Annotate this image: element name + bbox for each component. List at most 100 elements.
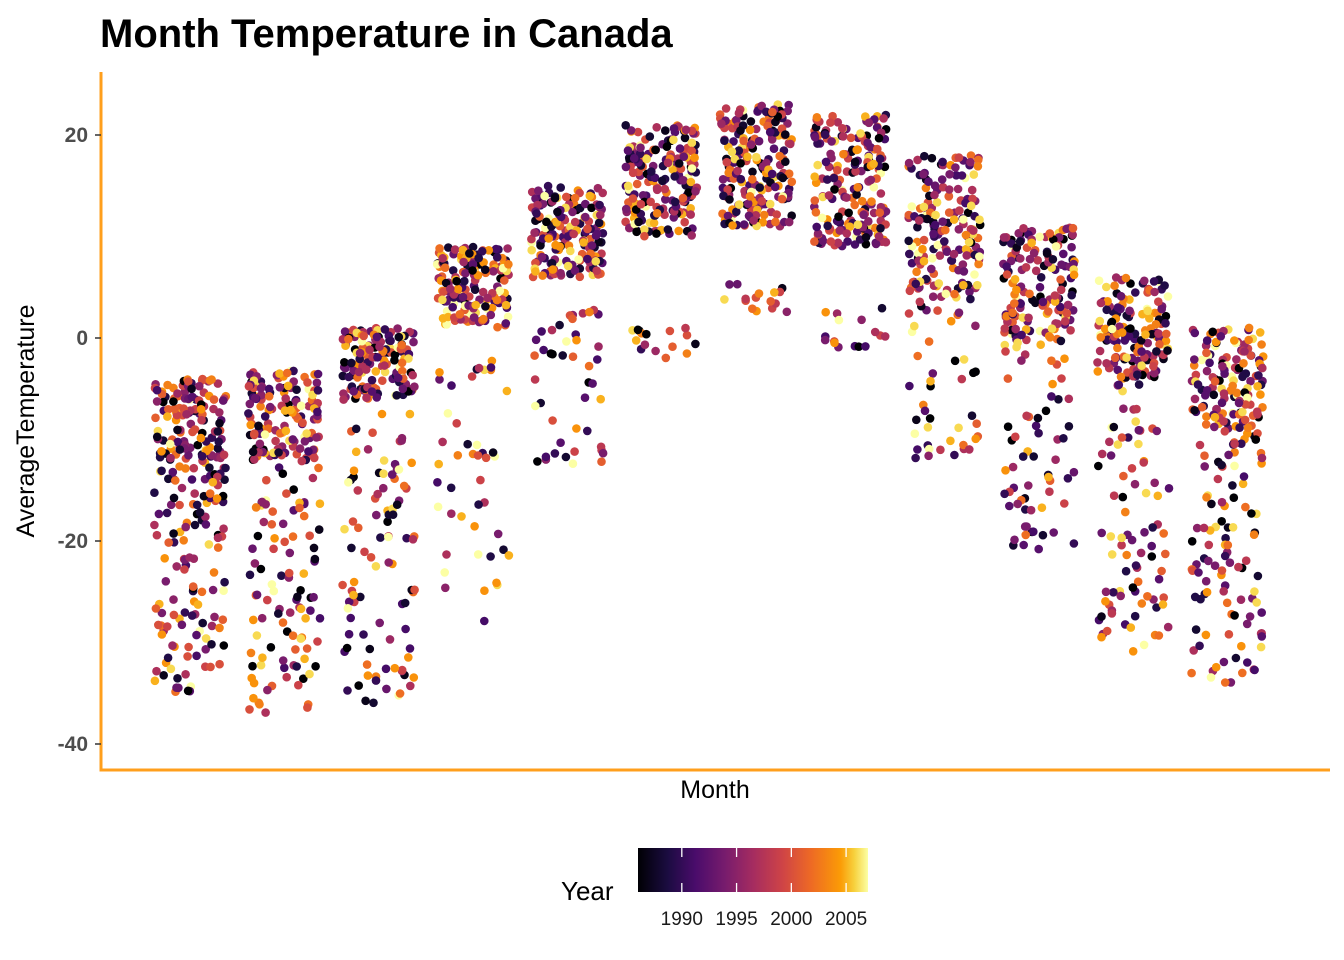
data-point xyxy=(168,467,178,477)
data-point xyxy=(218,615,228,624)
data-point xyxy=(213,427,223,436)
data-point xyxy=(1000,340,1010,350)
data-point xyxy=(537,327,546,336)
data-point xyxy=(261,708,270,717)
data-point xyxy=(1202,366,1212,376)
data-point xyxy=(1102,359,1111,368)
data-point xyxy=(542,217,551,227)
data-point xyxy=(1012,285,1021,295)
data-point xyxy=(338,580,347,590)
data-point xyxy=(1000,489,1009,499)
data-point xyxy=(201,645,210,654)
data-point xyxy=(543,181,553,191)
data-point xyxy=(628,194,638,203)
data-point xyxy=(594,218,604,228)
data-point xyxy=(1246,351,1255,360)
data-point xyxy=(1224,630,1234,639)
data-point xyxy=(954,308,964,318)
data-point xyxy=(823,175,832,184)
data-point xyxy=(375,618,385,628)
data-point xyxy=(636,199,646,209)
data-point xyxy=(347,543,356,553)
data-point xyxy=(452,276,461,286)
data-point xyxy=(925,414,935,423)
data-point xyxy=(483,293,492,303)
data-point xyxy=(296,401,306,411)
data-point xyxy=(729,137,738,146)
data-point xyxy=(961,244,971,254)
data-point xyxy=(486,310,496,320)
data-point xyxy=(1191,625,1201,634)
data-point xyxy=(652,185,662,195)
data-point xyxy=(924,444,934,454)
data-point xyxy=(197,415,206,425)
data-point xyxy=(1159,593,1168,602)
data-point xyxy=(594,342,603,351)
data-point xyxy=(404,653,413,662)
data-point xyxy=(928,369,938,378)
data-point xyxy=(154,509,164,519)
data-point xyxy=(495,286,505,296)
data-point xyxy=(734,146,744,155)
data-point xyxy=(1230,336,1239,345)
data-point xyxy=(838,124,847,133)
data-point xyxy=(1130,479,1140,489)
data-point xyxy=(397,436,407,445)
data-point xyxy=(829,173,839,183)
data-point xyxy=(169,610,179,620)
data-point xyxy=(1002,270,1012,279)
data-point xyxy=(651,145,660,155)
data-point xyxy=(1059,249,1068,259)
data-point xyxy=(686,210,695,219)
data-point xyxy=(1118,386,1127,396)
data-point xyxy=(954,225,964,234)
data-point xyxy=(260,412,270,421)
data-point xyxy=(282,672,292,682)
data-point xyxy=(298,418,307,428)
data-point xyxy=(827,137,836,146)
data-point xyxy=(468,266,477,275)
data-point xyxy=(311,662,320,671)
data-point xyxy=(1068,230,1077,240)
data-point xyxy=(314,463,323,473)
data-point xyxy=(725,280,734,289)
data-point xyxy=(379,456,389,465)
data-point xyxy=(721,104,731,113)
data-point xyxy=(652,229,661,238)
data-point xyxy=(842,229,852,238)
data-point xyxy=(873,144,882,154)
data-point xyxy=(1069,270,1079,280)
data-point xyxy=(1114,380,1124,390)
data-point xyxy=(1190,406,1199,415)
data-point xyxy=(933,306,942,315)
data-point xyxy=(857,196,867,206)
data-point xyxy=(381,664,391,674)
data-point xyxy=(646,197,655,207)
data-point xyxy=(486,363,496,372)
data-point xyxy=(219,586,228,595)
data-point xyxy=(1147,552,1157,561)
data-point xyxy=(1140,528,1149,537)
data-point xyxy=(1208,327,1217,337)
y-tick-label: -40 xyxy=(58,733,88,756)
data-point xyxy=(394,465,404,474)
data-point xyxy=(919,235,929,245)
data-point xyxy=(480,586,489,595)
data-point xyxy=(1256,642,1266,652)
y-tick-label: -20 xyxy=(58,530,88,553)
data-point xyxy=(912,267,921,277)
data-point xyxy=(975,252,984,261)
data-point xyxy=(258,653,267,662)
data-point xyxy=(187,611,197,620)
data-point xyxy=(1143,306,1152,316)
data-point xyxy=(1189,646,1198,655)
data-point xyxy=(1149,277,1159,286)
data-point xyxy=(540,191,549,201)
data-point xyxy=(1013,338,1022,348)
data-point xyxy=(1059,434,1068,443)
data-point xyxy=(941,225,950,235)
data-point xyxy=(850,157,860,167)
data-point xyxy=(1117,328,1127,337)
data-point xyxy=(579,238,588,247)
data-point xyxy=(1243,658,1252,667)
